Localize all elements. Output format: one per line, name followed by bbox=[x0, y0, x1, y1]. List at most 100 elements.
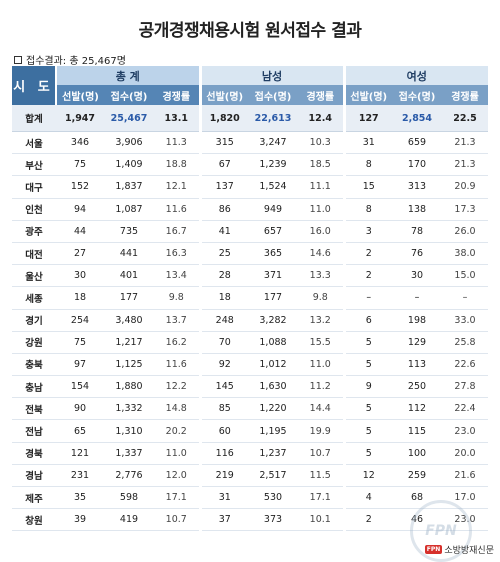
subheader-selected: 선발(명) bbox=[198, 85, 248, 105]
total-row: 합계 1,947 25,467 13.1 1,820 22,613 12.4 1… bbox=[12, 105, 488, 132]
table-cell: 30 bbox=[56, 264, 104, 288]
table-row: 경북 121 1,337 11.0 116 1,237 10.7 5 100 20.0 bbox=[12, 442, 488, 465]
table-cell: 152 bbox=[56, 175, 104, 199]
subheader-applied: 접수(명) bbox=[392, 85, 442, 105]
table-cell: 1,409 bbox=[104, 153, 154, 177]
region-cell: 부산 bbox=[12, 153, 56, 177]
table-cell: 19.9 bbox=[298, 419, 344, 443]
table-row: 경기 254 3,480 13.7 248 3,282 13.2 6 198 33.0 bbox=[12, 309, 488, 332]
region-cell: 경기 bbox=[12, 309, 56, 332]
table-cell: 11.5 bbox=[298, 464, 344, 488]
table-cell: 92 bbox=[198, 353, 248, 377]
table-cell: 15 bbox=[342, 175, 392, 199]
table-cell: 13.4 bbox=[154, 264, 200, 288]
summary-text: 접수결과: 총 25,467명 bbox=[26, 56, 126, 67]
table-cell: 10.7 bbox=[298, 442, 344, 465]
table-cell: 35 bbox=[56, 486, 104, 510]
table-cell: 12.4 bbox=[298, 105, 344, 132]
region-cell: 세종 bbox=[12, 286, 56, 310]
table-row: 전북 90 1,332 14.8 85 1,220 14.4 5 112 22.4 bbox=[12, 397, 488, 421]
table-cell: 41 bbox=[198, 220, 248, 243]
table-cell: 10.3 bbox=[298, 131, 344, 155]
table-cell: – bbox=[342, 286, 392, 310]
subheader-rate: 경쟁률 bbox=[442, 85, 488, 105]
table-cell: 3,480 bbox=[104, 309, 154, 332]
table-cell: 10.7 bbox=[154, 508, 200, 532]
subheader-selected: 선발(명) bbox=[342, 85, 392, 105]
region-cell: 충북 bbox=[12, 353, 56, 377]
table-cell: 20.0 bbox=[442, 442, 488, 465]
fpn-logo-icon: FPN bbox=[424, 545, 443, 554]
table-cell: 22.6 bbox=[442, 353, 488, 377]
table-cell: 1,088 bbox=[248, 331, 298, 354]
table-cell: 8 bbox=[342, 198, 392, 221]
table-cell: 137 bbox=[198, 175, 248, 199]
table-row: 충북 97 1,125 11.6 92 1,012 11.0 5 113 22.6 bbox=[12, 353, 488, 377]
table-cell: – bbox=[392, 286, 442, 310]
table-cell: 1,880 bbox=[104, 375, 154, 399]
table-cell: 1,217 bbox=[104, 331, 154, 354]
table-cell: 12.2 bbox=[154, 375, 200, 399]
table-cell: 11.2 bbox=[298, 375, 344, 399]
table-cell: 530 bbox=[248, 486, 298, 510]
table-cell: 177 bbox=[248, 286, 298, 310]
table-cell: 2,854 bbox=[392, 105, 442, 132]
table-cell: 1,524 bbox=[248, 175, 298, 199]
table-row: 제주 35 598 17.1 31 530 17.1 4 68 17.0 bbox=[12, 486, 488, 510]
table-cell: 75 bbox=[56, 153, 104, 177]
subheader-applied: 접수(명) bbox=[248, 85, 298, 105]
table-cell: 1,237 bbox=[248, 442, 298, 465]
table-cell: 100 bbox=[392, 442, 442, 465]
table-cell: 75 bbox=[56, 331, 104, 354]
table-cell: 38.0 bbox=[442, 242, 488, 266]
table-cell: 25,467 bbox=[104, 105, 154, 132]
region-cell: 서울 bbox=[12, 131, 56, 155]
table-cell: 20.9 bbox=[442, 175, 488, 199]
table-cell: 1,820 bbox=[198, 105, 248, 132]
table-cell: 116 bbox=[198, 442, 248, 465]
region-cell: 제주 bbox=[12, 486, 56, 510]
table-cell: 2,517 bbox=[248, 464, 298, 488]
table-cell: 659 bbox=[392, 131, 442, 155]
table-row: 세종 18 177 9.8 18 177 9.8– – – bbox=[12, 286, 488, 310]
table-cell: 145 bbox=[198, 375, 248, 399]
table-cell: 2 bbox=[342, 508, 392, 532]
table-cell: 22.5 bbox=[442, 105, 488, 132]
table-cell: 177 bbox=[104, 286, 154, 310]
table-cell: 16.2 bbox=[154, 331, 200, 354]
table-cell: 259 bbox=[392, 464, 442, 488]
table-cell: 25.8 bbox=[442, 331, 488, 354]
region-cell: 경북 bbox=[12, 442, 56, 465]
table-cell: 198 bbox=[392, 309, 442, 332]
table-row: 대전 27 441 16.3 25 365 14.6 2 76 38.0 bbox=[12, 242, 488, 266]
subheader-selected: 선발(명) bbox=[56, 85, 104, 105]
table-cell: 9.8 bbox=[298, 286, 344, 310]
subheader-applied: 접수(명) bbox=[104, 85, 154, 105]
table-cell: 248 bbox=[198, 309, 248, 332]
table-cell: 170 bbox=[392, 153, 442, 177]
table-cell: 67 bbox=[198, 153, 248, 177]
table-cell: 3 bbox=[342, 220, 392, 243]
table-cell: 735 bbox=[104, 220, 154, 243]
publisher-logo: FPN 소방방재신문 bbox=[424, 543, 494, 556]
region-cell: 대구 bbox=[12, 175, 56, 199]
subheader-rate: 경쟁률 bbox=[154, 85, 200, 105]
table-cell: 27.8 bbox=[442, 375, 488, 399]
table-cell: 1,630 bbox=[248, 375, 298, 399]
table-cell: 231 bbox=[56, 464, 104, 488]
table-cell: 949 bbox=[248, 198, 298, 221]
region-cell: 인천 bbox=[12, 198, 56, 221]
table-cell: 44 bbox=[56, 220, 104, 243]
table-cell: 598 bbox=[104, 486, 154, 510]
table-cell: 9 bbox=[342, 375, 392, 399]
table-cell: 1,220 bbox=[248, 397, 298, 421]
table-cell: 2,776 bbox=[104, 464, 154, 488]
table-cell: 1,332 bbox=[104, 397, 154, 421]
region-cell: 전북 bbox=[12, 397, 56, 421]
table-cell: 315 bbox=[198, 131, 248, 155]
table-cell: 70 bbox=[198, 331, 248, 354]
header-group-total: 총 계 bbox=[56, 66, 200, 85]
table-cell: 21.3 bbox=[442, 131, 488, 155]
header-region: 시 도 bbox=[12, 66, 57, 105]
table-cell: 113 bbox=[392, 353, 442, 377]
